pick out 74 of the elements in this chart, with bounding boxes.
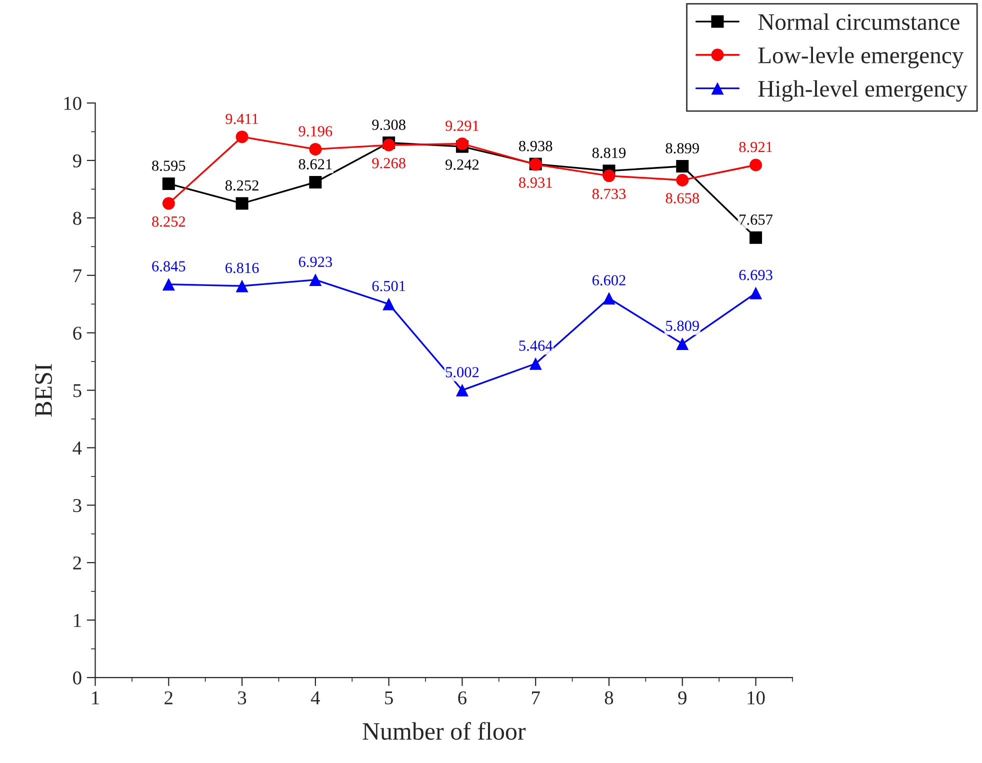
point [676,338,689,350]
x-axis-title: Number of floor [362,722,526,740]
y-tick-label: 1 [74,614,81,627]
point [382,298,396,310]
data-label: 8.931 [519,177,552,188]
data-label: 7.657 [740,214,773,225]
data-label: 5.464 [519,340,553,351]
data-label: 9.308 [372,120,406,130]
y-tick-label: 8 [73,212,82,225]
data-label: 6.816 [226,262,259,274]
data-label: 9.291 [446,120,478,131]
legend-label: Normal circumstance [758,13,960,30]
y-tick-label: 6 [73,326,82,340]
y-tick-label: 10 [64,96,82,110]
x-tick-label: 4 [310,691,320,704]
data-label: 8.899 [666,143,699,154]
point [162,278,175,291]
y-tick-label: 0 [73,671,82,684]
point [750,286,762,300]
x-tick-label: 2 [164,691,172,704]
x-tick-label: 5 [385,692,393,704]
point [456,137,468,150]
y-axis-title: BESI [35,364,52,417]
x-tick-label: 8 [604,691,614,704]
data-label: 9.268 [372,158,406,168]
y-tick-label: 4 [72,442,82,454]
data-label: 9.242 [446,160,479,170]
data-label: 6.845 [152,261,186,272]
y-tick-label: 2 [73,556,81,570]
point [309,274,322,286]
x-tick-label: 1 [92,691,99,704]
data-label: 8.819 [592,148,626,158]
data-label: 8.658 [666,193,699,204]
data-label: 9.411 [226,114,258,124]
x-tick-label: 3 [238,691,246,704]
point [309,142,322,156]
point [750,231,762,244]
point [236,130,248,144]
y-tick-label: 7 [74,269,82,282]
point [602,292,616,304]
point [236,280,248,292]
point [529,357,542,370]
x-tick-label: 7 [532,692,540,704]
y-tick-label: 3 [73,499,82,512]
point [676,160,689,173]
data-label: 9.196 [298,126,332,136]
x-tick-label: 10 [748,691,765,704]
data-label: 6.693 [739,270,772,280]
data-label: 8.621 [298,159,332,170]
data-label: 5.809 [666,320,699,332]
data-label: 8.921 [739,142,772,152]
data-label: 5.002 [446,367,479,378]
point [309,176,322,188]
point [456,384,468,396]
point [602,170,616,182]
x-tick-label: 6 [458,691,466,704]
data-label: 8.938 [519,140,552,152]
point [162,197,175,210]
legend-label: Low-levle emergency [758,46,964,68]
y-tick-label: 9 [72,154,82,168]
point [676,174,689,186]
point [236,197,248,210]
data-label: 6.501 [372,280,406,292]
data-label: 6.923 [298,256,332,268]
point [162,177,175,190]
x-tick-label: 9 [678,691,686,704]
data-label: 8.733 [592,188,626,200]
data-label: 8.252 [225,180,258,191]
point [750,158,762,172]
data-label: 8.595 [152,160,186,171]
data-label: 8.252 [152,216,185,227]
data-label: 6.602 [592,275,626,286]
legend-label: High-level emergency [758,80,968,102]
y-tick-label: 5 [73,384,82,398]
